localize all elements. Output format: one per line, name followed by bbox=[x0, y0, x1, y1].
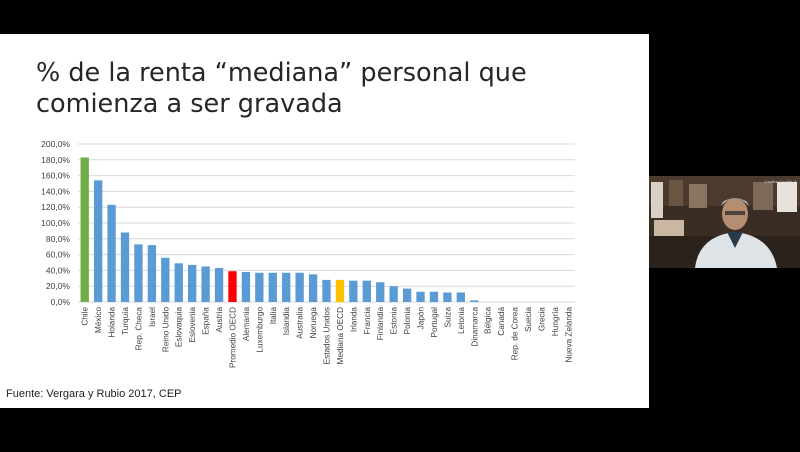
x-tick-label: Australia bbox=[296, 307, 305, 339]
bar bbox=[416, 291, 425, 302]
x-tick-label: Promedio OECD bbox=[228, 307, 237, 368]
bar-chart: 0,0% 20,0% 40,0% 60,0% 80,0% 100,0% 120,0% 140,… bbox=[41, 139, 575, 368]
bar bbox=[93, 180, 103, 302]
x-tick-label: España bbox=[202, 307, 211, 335]
bar bbox=[134, 244, 143, 302]
bar bbox=[161, 257, 170, 302]
bar bbox=[201, 266, 210, 302]
bar bbox=[214, 268, 224, 302]
bar bbox=[389, 286, 398, 302]
y-tick-label: 140,0% bbox=[41, 186, 70, 196]
x-tick-label: Holanda bbox=[108, 307, 117, 338]
x-tick-label: Rep. de Corea bbox=[511, 307, 520, 361]
x-tick-label: Israel bbox=[148, 307, 157, 327]
x-tick-label: Eslovaquia bbox=[175, 307, 184, 348]
participant-name-label: Cecilia Cociña A. bbox=[764, 179, 798, 184]
bar bbox=[241, 271, 251, 302]
x-tick-label: México bbox=[94, 307, 103, 333]
x-tick-label: Grecia bbox=[537, 307, 546, 332]
slide-title-line-1: % de la renta “mediana” personal que bbox=[36, 58, 527, 88]
y-tick-label: 160,0% bbox=[41, 171, 70, 181]
x-tick-label: Eslovenia bbox=[188, 307, 197, 343]
bar bbox=[147, 245, 157, 302]
x-tick-label: Irlanda bbox=[349, 307, 358, 332]
bar bbox=[429, 291, 439, 302]
bar bbox=[282, 272, 291, 302]
x-tick-label: Portugal bbox=[430, 307, 439, 338]
bar bbox=[402, 288, 412, 302]
x-tick-label: Turquía bbox=[121, 307, 130, 335]
y-tick-label: 0,0% bbox=[51, 297, 71, 307]
x-tick-label: Suecia bbox=[524, 307, 533, 332]
x-tick-label: Bélgica bbox=[484, 307, 493, 334]
bar bbox=[107, 204, 116, 302]
bar bbox=[456, 292, 465, 302]
bar bbox=[470, 300, 479, 302]
x-tick-label: Austria bbox=[215, 307, 224, 333]
bar bbox=[268, 272, 277, 302]
bar bbox=[255, 272, 264, 302]
x-tick-label: Luxemburgo bbox=[255, 307, 264, 353]
y-tick-label: 100,0% bbox=[41, 218, 70, 228]
x-tick-label: Islandia bbox=[282, 307, 291, 336]
bar bbox=[228, 271, 237, 302]
x-tick-label: Chile bbox=[81, 307, 90, 326]
x-tick-label: Finlandia bbox=[376, 307, 385, 341]
x-tick-label: Letonia bbox=[457, 307, 466, 334]
x-tick-label: Japón bbox=[417, 307, 426, 330]
bar bbox=[174, 263, 183, 302]
slide-title: % de la renta “mediana” personal que com… bbox=[36, 58, 636, 120]
y-tick-label: 40,0% bbox=[46, 265, 71, 275]
x-tick-label: Polonia bbox=[403, 307, 412, 335]
bar bbox=[335, 279, 345, 302]
bar bbox=[80, 157, 89, 302]
bar bbox=[362, 280, 371, 302]
bar bbox=[322, 279, 331, 302]
x-tick-label: Francia bbox=[363, 307, 372, 335]
x-tick-label: Reino Unido bbox=[161, 307, 170, 353]
y-tick-label: 60,0% bbox=[46, 250, 71, 260]
bar bbox=[188, 264, 197, 302]
slide-title-line-2: comienza a ser gravada bbox=[36, 89, 343, 119]
bar bbox=[376, 282, 385, 302]
y-tick-label: 20,0% bbox=[46, 281, 71, 291]
x-tick-label: Hungría bbox=[551, 307, 560, 337]
y-tick-label: 180,0% bbox=[41, 155, 70, 165]
presentation-slide: % de la renta “mediana” personal que com… bbox=[0, 34, 649, 408]
y-tick-label: 200,0% bbox=[41, 139, 70, 149]
x-tick-label: Rep. Checa bbox=[134, 307, 143, 351]
source-note: Fuente: Vergara y Rubio 2017, CEP bbox=[6, 388, 182, 400]
x-tick-label: Dinamarca bbox=[470, 307, 479, 347]
bar bbox=[443, 292, 452, 302]
y-tick-label: 80,0% bbox=[46, 234, 71, 244]
bar bbox=[120, 232, 130, 302]
x-tick-label: Canadá bbox=[497, 307, 506, 336]
x-tick-label: Nueva Zelanda bbox=[564, 307, 573, 363]
webcam-feed-image bbox=[649, 176, 800, 268]
x-tick-label: Italia bbox=[269, 307, 278, 325]
bar bbox=[295, 272, 304, 302]
webcam-video-tile[interactable]: Cecilia Cociña A. bbox=[649, 176, 800, 268]
bar bbox=[308, 274, 318, 302]
x-tick-label: Noruega bbox=[309, 307, 318, 339]
x-tick-label: Alemania bbox=[242, 307, 251, 342]
bar bbox=[349, 280, 358, 302]
x-tick-label: Estonia bbox=[390, 307, 399, 335]
x-tick-label: Estados Unidos bbox=[323, 307, 332, 364]
y-tick-label: 120,0% bbox=[41, 202, 70, 212]
x-tick-label: Mediana OECD bbox=[336, 307, 345, 364]
x-tick-label: Suiza bbox=[443, 307, 452, 328]
